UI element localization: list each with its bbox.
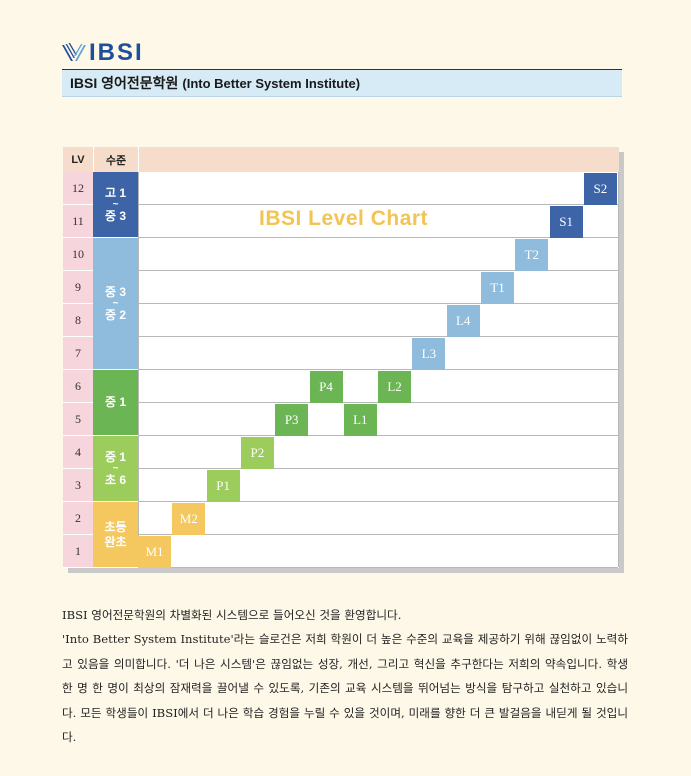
grade-band: 중 1 ~ 초 6 bbox=[93, 436, 138, 502]
chart-header-fill bbox=[138, 147, 619, 172]
grid-line bbox=[138, 172, 139, 567]
grade-band-label: 중 1 bbox=[104, 449, 127, 464]
lv-number: 7 bbox=[63, 337, 93, 370]
grade-band-label: 완초 bbox=[104, 534, 127, 549]
title-sub: (Into Better System Institute) bbox=[182, 75, 361, 91]
lv-number: 5 bbox=[63, 403, 93, 436]
level-box-l4: L4 bbox=[446, 305, 480, 337]
grade-band: 중 1 bbox=[93, 370, 138, 436]
lv-header: LV bbox=[63, 147, 93, 172]
level-box-p3: P3 bbox=[275, 404, 309, 436]
grid-line bbox=[138, 270, 618, 271]
level-box-t1: T1 bbox=[481, 272, 514, 304]
grade-band-label: 초등 bbox=[104, 519, 127, 534]
grade-band-label: 중 1 bbox=[104, 395, 127, 409]
grid-line bbox=[618, 172, 619, 567]
lv-number: 12 bbox=[63, 172, 93, 205]
logo-text: IBSI bbox=[89, 39, 144, 66]
grid-line bbox=[138, 567, 618, 568]
level-box-m2: M2 bbox=[172, 503, 206, 535]
level-box-m1: M1 bbox=[138, 536, 171, 568]
intro-paragraph-2: 'Into Better System Institute'라는 슬로건은 저희… bbox=[62, 632, 628, 745]
grade-band: 초등 완초 bbox=[93, 502, 138, 568]
grade-band-label: 고 1 bbox=[104, 185, 127, 200]
header-rule bbox=[62, 69, 622, 70]
grid-line bbox=[138, 534, 618, 535]
grade-band-label: 중 3 bbox=[104, 208, 127, 223]
intro-paragraph-1: IBSI 영어전문학원의 차별화된 시스템으로 들어오신 것을 환영합니다. bbox=[62, 608, 402, 622]
level-box-s1: S1 bbox=[549, 206, 583, 238]
level-box-p1: P1 bbox=[206, 470, 240, 502]
grade-band-label: 초 6 bbox=[104, 472, 127, 487]
grade-header: 수준 bbox=[93, 147, 138, 172]
level-box-p4: P4 bbox=[309, 371, 343, 403]
level-box-p2: P2 bbox=[240, 437, 274, 469]
intro-text: IBSI 영어전문학원의 차별화된 시스템으로 들어오신 것을 환영합니다. '… bbox=[62, 603, 628, 749]
ibsi-logo: IBSI bbox=[62, 39, 144, 66]
lv-number: 1 bbox=[63, 535, 93, 568]
level-box-t2: T2 bbox=[515, 239, 549, 271]
grade-band: 고 1 ~ 중 3 bbox=[93, 172, 138, 238]
level-box-l3: L3 bbox=[412, 338, 446, 370]
lv-number: 8 bbox=[63, 304, 93, 337]
grade-band: 중 3 ~ 중 2 bbox=[93, 238, 138, 370]
page-title: IBSI 영어전문학원 (Into Better System Institut… bbox=[62, 70, 622, 97]
level-box-s2: S2 bbox=[583, 173, 617, 205]
grade-band-label: ~ bbox=[112, 198, 119, 210]
grid-line bbox=[138, 402, 618, 403]
chart-title: IBSI Level Chart bbox=[259, 207, 429, 230]
grid-line bbox=[138, 369, 618, 370]
lv-number: 9 bbox=[63, 271, 93, 304]
lv-number: 2 bbox=[63, 502, 93, 535]
lv-number: 11 bbox=[63, 205, 93, 238]
lv-number: 6 bbox=[63, 370, 93, 403]
lv-number: 4 bbox=[63, 436, 93, 469]
grid-line bbox=[138, 204, 618, 205]
level-chart: LV 수준 IBSI Level Chart 1 2 3 4 5 6 7 8 9 10 11 12 고 … bbox=[63, 147, 619, 568]
title-main: IBSI 영어전문학원 bbox=[70, 75, 179, 91]
grid-line bbox=[138, 336, 618, 337]
grid-line bbox=[138, 237, 618, 238]
wings-icon bbox=[62, 43, 86, 61]
lv-number: 3 bbox=[63, 469, 93, 502]
grade-band-label: ~ bbox=[112, 297, 119, 309]
grade-band-label: 중 3 bbox=[104, 284, 127, 299]
grade-band-label: ~ bbox=[112, 462, 119, 474]
level-box-l2: L2 bbox=[378, 371, 412, 403]
grade-band-label: 중 2 bbox=[104, 307, 127, 322]
level-box-l1: L1 bbox=[343, 404, 377, 436]
grid-line bbox=[138, 435, 618, 436]
grid-line bbox=[138, 468, 618, 469]
grid-line bbox=[138, 303, 618, 304]
lv-number: 10 bbox=[63, 238, 93, 271]
grid-line bbox=[138, 501, 618, 502]
